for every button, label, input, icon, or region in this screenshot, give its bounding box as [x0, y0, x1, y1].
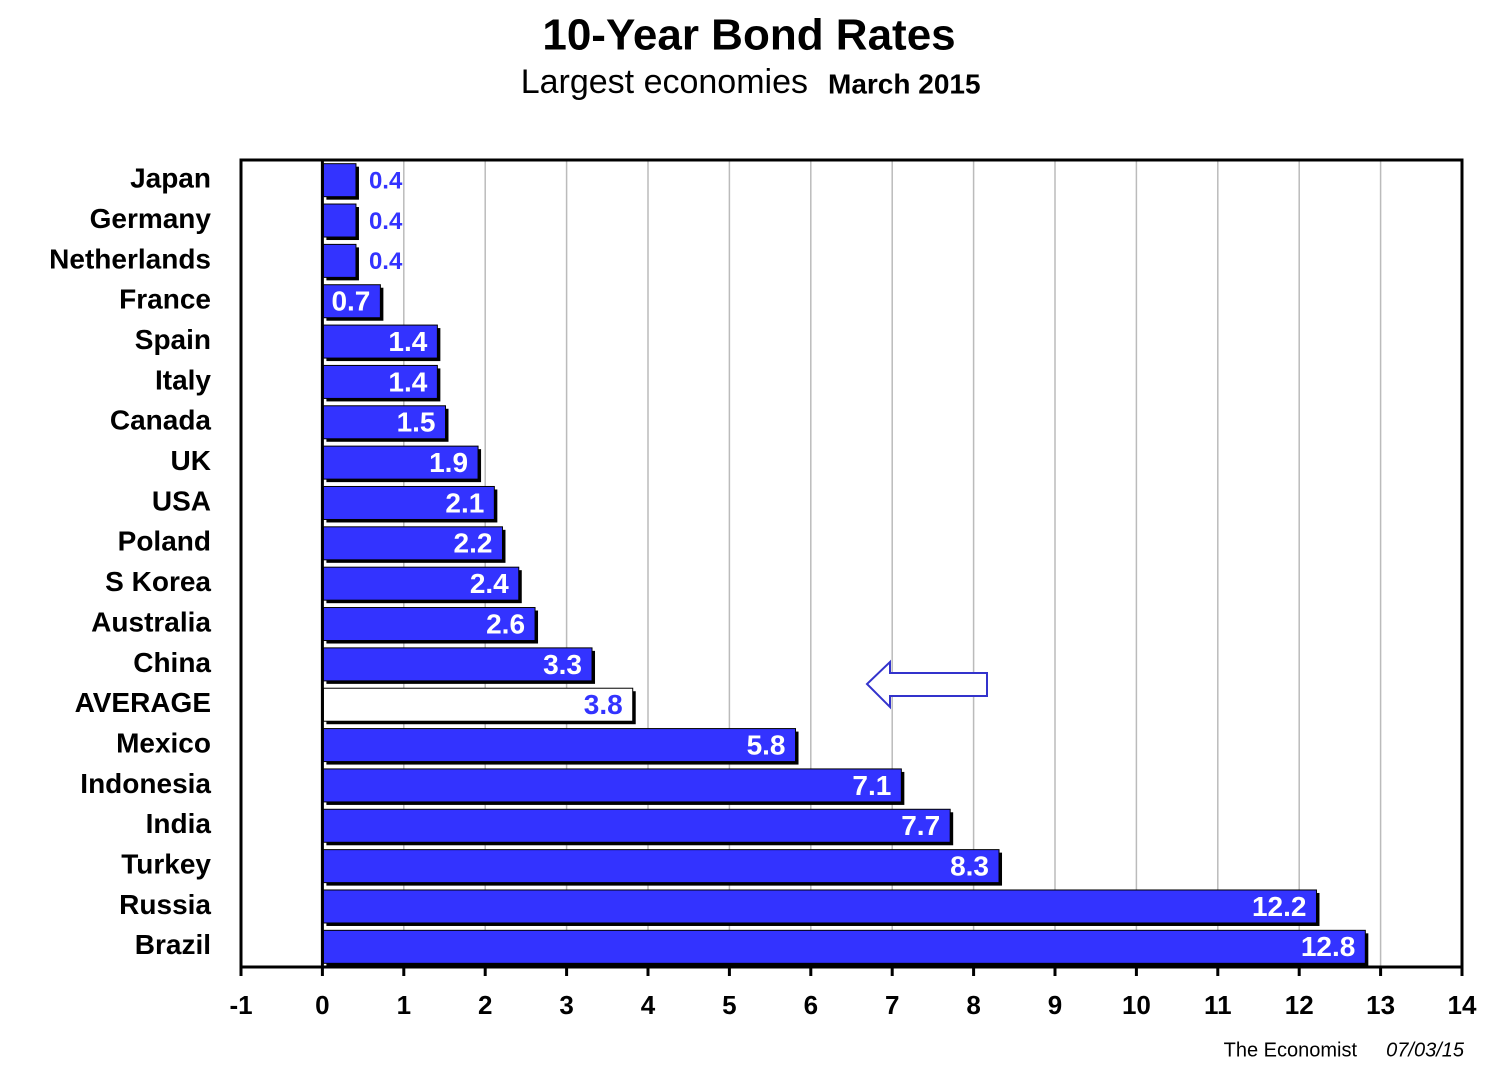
- value-label: 1.5: [397, 407, 436, 438]
- y-tick-label: Italy: [155, 364, 211, 395]
- bar: [322, 889, 1317, 924]
- bar: [322, 163, 357, 198]
- plot-frame: [239, 158, 1464, 969]
- x-tick-label: 4: [641, 990, 656, 1020]
- x-tick-label: 13: [1366, 990, 1395, 1020]
- arrow: [865, 659, 988, 710]
- value-label: 1.4: [388, 366, 427, 397]
- bar: [322, 929, 1366, 964]
- chart-subtitle-date: March 2015: [828, 68, 981, 99]
- y-tick-label: Indonesia: [80, 768, 211, 799]
- y-tick-label: Poland: [118, 526, 211, 557]
- x-tick-label: 8: [966, 990, 980, 1020]
- y-tick-label: France: [119, 284, 211, 315]
- y-tick-label: India: [146, 808, 212, 839]
- value-label: 2.2: [454, 528, 493, 559]
- bars: [322, 163, 1369, 967]
- value-label: 7.7: [901, 810, 940, 841]
- bar: [322, 768, 902, 803]
- bar: [322, 647, 593, 682]
- bar: [322, 607, 536, 642]
- value-label: 8.3: [950, 851, 989, 882]
- y-tick-label: Mexico: [116, 727, 211, 758]
- chart-subtitle: Largest economies: [521, 63, 808, 101]
- bar: [322, 687, 634, 722]
- y-tick-label: Russia: [119, 889, 211, 920]
- value-label: 3.3: [543, 649, 582, 680]
- x-tick-label: 0: [315, 990, 329, 1020]
- bar: [322, 284, 381, 319]
- x-tick-label: 5: [722, 990, 736, 1020]
- value-label: 2.6: [486, 608, 525, 639]
- x-tick-label: 3: [559, 990, 573, 1020]
- x-tick-label: 14: [1448, 990, 1477, 1020]
- x-tick-label: 9: [1048, 990, 1062, 1020]
- y-tick-label: Netherlands: [49, 243, 211, 274]
- bar: [322, 526, 503, 561]
- y-tick-label: S Korea: [105, 566, 211, 597]
- x-tick-label: -1: [229, 990, 252, 1020]
- bar: [322, 324, 438, 359]
- x-tick-label: 12: [1285, 990, 1314, 1020]
- value-label: 1.4: [388, 326, 427, 357]
- value-label: 0.4: [369, 208, 403, 235]
- value-label: 3.8: [584, 689, 623, 720]
- chart-title: 10-Year Bond Rates: [542, 11, 955, 60]
- value-label: 2.4: [470, 568, 509, 599]
- bar: [322, 243, 357, 278]
- y-tick-label: China: [133, 647, 211, 678]
- bar: [322, 808, 951, 843]
- value-label: 0.4: [369, 168, 403, 195]
- value-label: 0.4: [369, 248, 403, 275]
- bar: [322, 364, 438, 399]
- y-tick-label: Spain: [135, 324, 211, 355]
- value-label: 1.9: [429, 447, 468, 478]
- bar: [322, 405, 446, 440]
- bar: [322, 849, 1000, 884]
- source: The Economist: [1224, 1039, 1358, 1061]
- y-tick-label: Germany: [90, 203, 212, 234]
- grid: [403, 160, 1382, 967]
- value-label: 5.8: [747, 729, 786, 760]
- value-label: 12.8: [1301, 931, 1356, 962]
- x-tick-label: 1: [397, 990, 411, 1020]
- bar: [322, 728, 797, 763]
- value-label: 12.2: [1252, 891, 1307, 922]
- y-tick-label: Japan: [130, 163, 211, 194]
- y-tick-label: Turkey: [121, 849, 211, 880]
- x-tick-label: 2: [478, 990, 492, 1020]
- x-tick-label: 6: [804, 990, 818, 1020]
- y-tick-label: Canada: [110, 405, 212, 436]
- y-tick-label: AVERAGE: [75, 687, 211, 718]
- y-tick-label: Australia: [91, 606, 211, 637]
- y-tick-label: USA: [152, 485, 211, 516]
- x-tick-label: 11: [1204, 990, 1232, 1020]
- bar: [322, 566, 520, 601]
- y-tick-label: Brazil: [135, 929, 211, 960]
- source-date: 07/03/15: [1386, 1039, 1465, 1061]
- value-label: 0.7: [331, 286, 370, 317]
- x-tick-label: 10: [1122, 990, 1151, 1020]
- value-label: 7.1: [852, 770, 891, 801]
- value-label: 2.1: [445, 487, 484, 518]
- y-tick-label: UK: [171, 445, 211, 476]
- bar: [322, 203, 357, 238]
- x-tick-label: 7: [885, 990, 899, 1020]
